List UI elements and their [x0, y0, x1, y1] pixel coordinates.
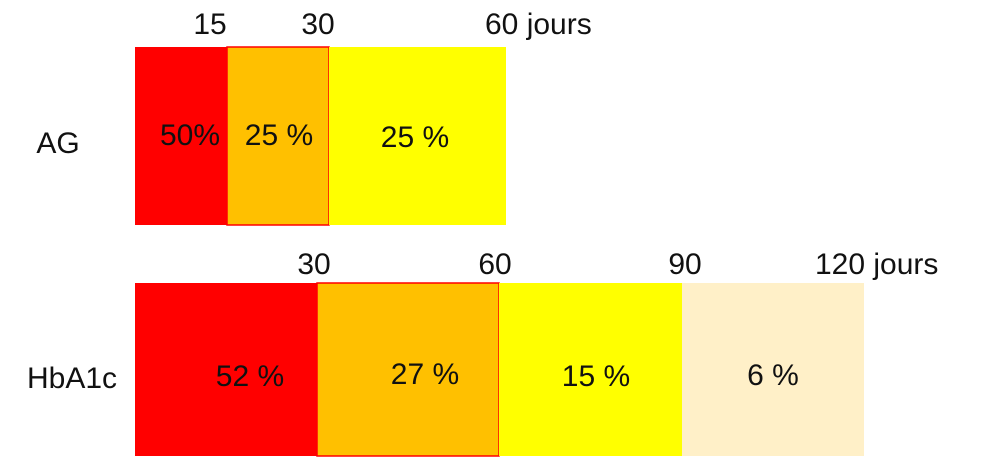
tick-label: 15	[193, 8, 226, 41]
tick-label: 60 jours	[485, 8, 592, 41]
row-ag: 15 30 60 jours AG 50% 25 % 25 %	[36, 8, 592, 226]
segment-label: 6 %	[747, 359, 799, 392]
segment	[499, 283, 682, 456]
segment-label: 52 %	[216, 360, 284, 393]
tick-label: 120 jours	[815, 248, 938, 281]
segment-label: 50%	[160, 119, 220, 152]
row-label: HbA1c	[27, 362, 117, 395]
segment	[682, 283, 864, 456]
segment	[316, 282, 500, 457]
segment	[135, 283, 317, 456]
tick-label: 30	[301, 8, 334, 41]
segment	[329, 47, 506, 225]
row-hba1c: 30 60 90 120 jours HbA1c 52 % 27 % 15 % …	[27, 248, 938, 457]
segment	[135, 47, 227, 225]
tick-label: 30	[297, 248, 330, 281]
segment-label: 25 %	[245, 119, 313, 152]
segment-label: 25 %	[381, 121, 449, 154]
segment	[226, 46, 330, 226]
tick-label: 60	[478, 248, 511, 281]
row-label: AG	[36, 127, 79, 160]
segment-label: 27 %	[391, 358, 459, 391]
tick-label: 90	[668, 248, 701, 281]
segment-label: 15 %	[562, 360, 630, 393]
